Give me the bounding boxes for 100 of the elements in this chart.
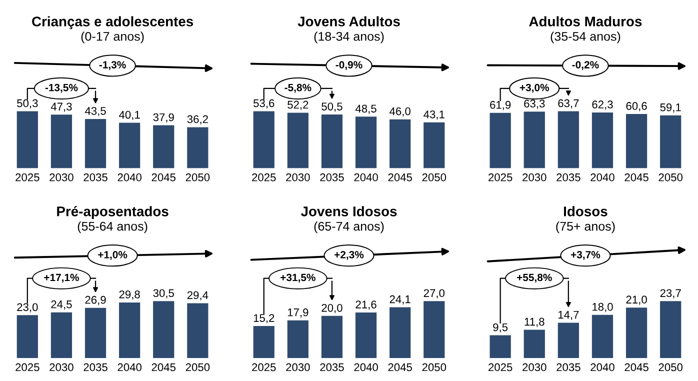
x-tick-label: 2035 bbox=[84, 363, 108, 372]
data-label: 26,9 bbox=[85, 296, 106, 306]
data-label: 43,1 bbox=[424, 110, 444, 120]
bar bbox=[119, 122, 140, 168]
x-tick-label: 2045 bbox=[388, 363, 412, 372]
x-tick-label: 2025 bbox=[252, 173, 276, 182]
x-tick-label: 2025 bbox=[488, 173, 512, 182]
data-label: 18,0 bbox=[592, 302, 613, 312]
bar bbox=[253, 111, 274, 168]
bar bbox=[50, 114, 72, 168]
bar bbox=[592, 314, 614, 358]
bar bbox=[16, 315, 38, 358]
chart-title: Crianças e adolescentes bbox=[32, 16, 194, 30]
chart-subtitle: (75+ anos) bbox=[556, 222, 615, 234]
data-label: 47,3 bbox=[50, 102, 72, 112]
chart-title: Idosos bbox=[564, 206, 608, 216]
x-tick-label: 2035 bbox=[84, 173, 108, 182]
x-tick-label: 2035 bbox=[556, 173, 580, 182]
data-label: 62,3 bbox=[592, 100, 613, 110]
data-label: 14,7 bbox=[558, 310, 579, 320]
data-label: 29,8 bbox=[119, 290, 140, 300]
data-label: 46,0 bbox=[390, 107, 410, 117]
data-label: 23,0 bbox=[17, 303, 38, 312]
data-label: 60,6 bbox=[626, 102, 647, 112]
x-tick-label: 2040 bbox=[354, 363, 378, 372]
text: +3,0% bbox=[520, 84, 550, 93]
data-label: 52,2 bbox=[288, 100, 308, 110]
x-tick-label: 2030 bbox=[50, 363, 74, 372]
data-label: 43,5 bbox=[84, 106, 106, 116]
text: -5,8% bbox=[284, 84, 312, 93]
x-tick-label: 2025 bbox=[252, 363, 276, 372]
x-tick-label: 2040 bbox=[118, 173, 142, 182]
text: -1,3% bbox=[99, 61, 126, 70]
data-label: 50,5 bbox=[322, 102, 342, 112]
bar bbox=[558, 322, 579, 358]
data-label: 30,5 bbox=[153, 289, 174, 298]
data-label: 21,0 bbox=[626, 296, 647, 305]
bar bbox=[84, 118, 106, 168]
data-label: 27,0 bbox=[424, 289, 445, 298]
x-tick-label: 2025 bbox=[488, 363, 512, 372]
bar bbox=[153, 301, 174, 358]
x-tick-label: 2050 bbox=[658, 173, 683, 182]
bar bbox=[287, 112, 308, 168]
chart-subtitle: (65-74 anos) bbox=[314, 222, 384, 234]
text: -13,5% bbox=[45, 84, 78, 93]
chart-subtitle: (18-34 anos) bbox=[314, 32, 384, 44]
text: +31,5% bbox=[280, 274, 316, 283]
data-label: 48,5 bbox=[355, 104, 376, 114]
chart-title: Adultos Maduros bbox=[529, 16, 642, 26]
data-label: 40,1 bbox=[119, 110, 140, 120]
x-tick-label: 2045 bbox=[624, 363, 648, 372]
bar bbox=[119, 302, 140, 358]
chart-subtitle: (35-54 anos) bbox=[550, 32, 620, 44]
x-tick-label: 2030 bbox=[522, 173, 546, 182]
data-label: 24,1 bbox=[390, 295, 410, 304]
x-tick-label: 2025 bbox=[16, 363, 40, 372]
x-tick-label: 2035 bbox=[320, 363, 344, 372]
chart-title: Jovens Idosos bbox=[300, 206, 397, 216]
x-tick-label: 2030 bbox=[286, 173, 310, 182]
bar bbox=[321, 316, 343, 358]
text: -0,2% bbox=[572, 61, 599, 70]
chart-subtitle: (55-64 anos) bbox=[78, 222, 148, 234]
bar bbox=[50, 312, 72, 358]
bar bbox=[187, 303, 208, 358]
text: +3,7% bbox=[570, 250, 600, 260]
bar bbox=[84, 308, 106, 358]
text: +55,8% bbox=[517, 274, 552, 283]
x-tick-label: 2035 bbox=[320, 173, 344, 182]
bar bbox=[355, 116, 377, 168]
x-tick-label: 2030 bbox=[50, 173, 74, 182]
data-label: 11,8 bbox=[524, 318, 544, 327]
text: -0,9% bbox=[336, 61, 362, 70]
text: +2,3% bbox=[334, 250, 364, 260]
bar bbox=[524, 330, 545, 358]
data-label: 23,7 bbox=[660, 289, 681, 298]
bar bbox=[16, 111, 38, 168]
x-tick-label: 2040 bbox=[354, 173, 378, 182]
data-label: 63,3 bbox=[524, 100, 545, 109]
x-tick-label: 2040 bbox=[118, 363, 142, 372]
data-label: 29,4 bbox=[187, 291, 208, 300]
bar bbox=[424, 301, 445, 358]
data-label: 20,0 bbox=[322, 304, 342, 314]
data-label: 59,1 bbox=[660, 103, 681, 113]
x-tick-label: 2050 bbox=[186, 363, 210, 372]
data-label: 53,6 bbox=[254, 99, 274, 108]
bar bbox=[390, 307, 411, 358]
x-tick-label: 2045 bbox=[624, 173, 648, 182]
x-tick-label: 2045 bbox=[152, 363, 176, 372]
bar bbox=[287, 320, 308, 358]
x-tick-label: 2050 bbox=[658, 363, 683, 372]
data-label: 37,9 bbox=[153, 113, 174, 123]
x-tick-label: 2050 bbox=[422, 173, 446, 182]
x-tick-label: 2030 bbox=[286, 363, 310, 372]
data-label: 17,9 bbox=[288, 308, 308, 318]
x-tick-label: 2040 bbox=[590, 363, 614, 372]
data-label: 50,3 bbox=[17, 99, 38, 108]
bar bbox=[253, 326, 274, 358]
data-label: 15,2 bbox=[254, 314, 274, 324]
x-tick-label: 2050 bbox=[422, 363, 446, 372]
x-tick-label: 2045 bbox=[152, 173, 176, 182]
